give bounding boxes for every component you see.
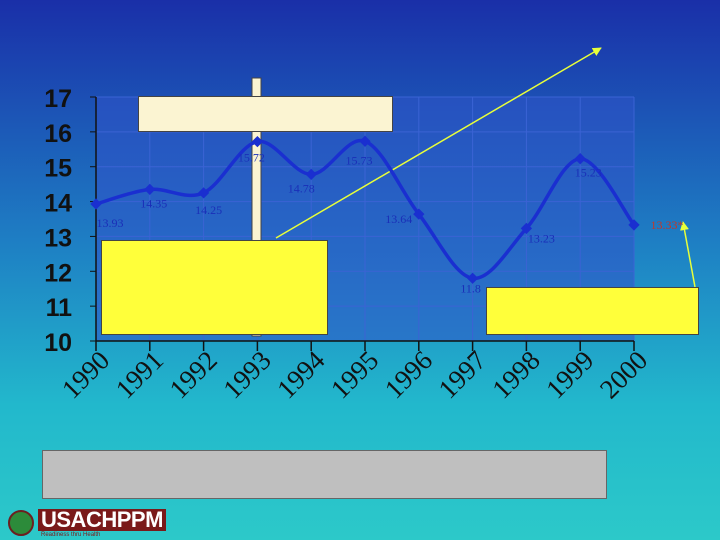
x-tick-label: 1997 xyxy=(433,345,492,404)
logo-name: USACHPPM xyxy=(38,508,166,531)
x-tick-label: 1999 xyxy=(540,345,599,404)
annotation-box-left xyxy=(101,240,328,335)
data-label: 15.23 xyxy=(575,166,602,180)
data-point xyxy=(359,135,371,147)
data-label: 14.25 xyxy=(195,203,222,217)
data-point xyxy=(520,222,533,235)
x-tick-label: 1994 xyxy=(271,345,331,405)
data-point xyxy=(305,168,317,181)
data-point xyxy=(574,153,586,165)
y-tick-label: 15 xyxy=(44,155,72,183)
data-label: 15.73 xyxy=(346,153,373,167)
data-label: 13.64 xyxy=(385,212,412,226)
logo-tagline: Readiness thru Health xyxy=(41,531,101,538)
data-point xyxy=(466,272,479,284)
y-tick-label: 10 xyxy=(44,329,72,357)
x-tick-label: 1992 xyxy=(164,345,223,404)
x-tick-label: 1991 xyxy=(110,345,169,404)
seal-icon xyxy=(8,510,34,536)
data-label: 13.23 xyxy=(528,231,555,245)
axes xyxy=(90,77,635,351)
sign-post xyxy=(251,77,262,337)
y-tick-label: 13 xyxy=(44,224,72,252)
x-tick-label: 1998 xyxy=(486,345,545,404)
series-line xyxy=(90,135,640,284)
data-labels: 13.93 14.35 14.25 15.72 14.78 15.73 13.64 11.8 1… xyxy=(97,151,684,296)
logo-wordmark: USACHPPM Readiness thru Health xyxy=(38,508,166,538)
callout-arrow xyxy=(680,221,696,288)
trend-arrow xyxy=(275,47,602,239)
data-point xyxy=(144,183,156,196)
title-box xyxy=(138,96,393,132)
data-label: 13.93 xyxy=(97,216,124,230)
data-point xyxy=(251,135,264,148)
data-label: 15.72 xyxy=(238,151,265,165)
annotation-box-right xyxy=(486,287,699,335)
y-tick-label: 14 xyxy=(44,190,72,218)
data-label: 11.8 xyxy=(460,281,481,295)
data-point xyxy=(413,208,425,220)
y-tick-label: 17 xyxy=(44,85,72,113)
usachppm-logo: USACHPPM Readiness thru Health xyxy=(8,508,166,538)
data-label: 14.78 xyxy=(288,181,315,195)
data-label: 14.35 xyxy=(140,196,167,210)
data-point xyxy=(197,187,210,199)
data-label: 13.33* xyxy=(651,218,684,232)
y-tick-label: 12 xyxy=(44,259,72,287)
y-tick-label: 16 xyxy=(44,120,72,148)
trend-arrows xyxy=(275,47,696,288)
x-tick-label: 1996 xyxy=(379,345,438,404)
x-tick-label: 1995 xyxy=(325,345,384,404)
data-point xyxy=(628,219,640,231)
footer-box xyxy=(42,450,607,499)
y-tick-label: 11 xyxy=(46,294,73,322)
x-tick-label: 1993 xyxy=(217,345,276,404)
x-tick-label: 2000 xyxy=(594,345,653,404)
